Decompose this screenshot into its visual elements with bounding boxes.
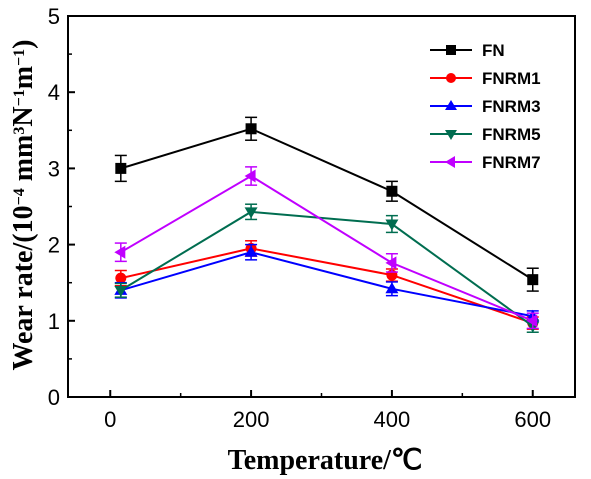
legend-item-fn: FN	[430, 41, 505, 60]
y-axis-title-part: m	[8, 66, 39, 89]
legend-label: FNRM7	[482, 153, 541, 172]
marker-square	[527, 274, 539, 286]
legend-item-fnrm5: FNRM5	[430, 125, 541, 144]
axes: 0 1 2 3 4 5 0 200 400 600	[48, 4, 576, 432]
y-tick-label: 0	[48, 385, 60, 410]
series-line	[120, 174, 534, 322]
y-tick-label: 4	[48, 80, 60, 105]
x-axis-title: Temperature/℃	[228, 445, 423, 476]
legend-item-fnrm1: FNRM1	[430, 69, 541, 88]
marker-triangle-down	[445, 130, 457, 140]
series-line	[120, 247, 534, 325]
marker-triangle-down	[385, 219, 399, 231]
series-fn	[114, 116, 539, 292]
y-axis-title-part: mm	[8, 135, 39, 189]
marker-triangle-down	[244, 207, 258, 219]
y-axis-title: Wear rate/(10−4 mm3N−1m−1)	[8, 39, 39, 370]
series-fnrm5	[114, 203, 540, 333]
series-fnrm3	[114, 243, 540, 323]
marker-square	[386, 185, 398, 197]
y-axis-title-part: N	[8, 106, 39, 126]
legend-label: FNRM5	[482, 125, 541, 144]
y-axis-title-superscript: −1	[11, 89, 28, 106]
series-line	[120, 127, 534, 281]
series-fnrm7	[114, 166, 539, 330]
legend: FN FNRM1 FNRM3 FNRM5 FNRM7	[430, 41, 541, 172]
x-tick-label: 200	[233, 407, 270, 432]
legend-label: FN	[482, 41, 505, 60]
x-tick-label: 0	[104, 407, 116, 432]
plot-area	[114, 116, 540, 333]
marker-square	[115, 162, 127, 174]
y-tick-label: 5	[48, 4, 60, 29]
marker-triangle-left	[244, 169, 256, 183]
series-line	[120, 210, 534, 327]
y-axis-title-part: )	[8, 39, 39, 48]
x-tick-label: 400	[374, 407, 411, 432]
marker-circle	[446, 73, 456, 83]
marker-triangle-left	[526, 314, 538, 328]
series-line	[120, 251, 533, 318]
y-axis-title-superscript: −4	[11, 188, 28, 205]
marker-triangle-up	[244, 245, 258, 257]
y-axis-title-part: Wear rate/(10	[8, 205, 39, 370]
legend-label: FNRM1	[482, 69, 541, 88]
legend-label: FNRM3	[482, 97, 541, 116]
marker-triangle-left	[114, 245, 126, 259]
marker-triangle-left	[445, 156, 455, 168]
x-tick-label: 600	[514, 407, 551, 432]
y-tick-label: 1	[48, 309, 60, 334]
y-tick-label: 3	[48, 156, 60, 181]
y-axis-title-superscript: −1	[11, 49, 28, 66]
marker-triangle-down	[114, 285, 128, 297]
marker-triangle-left	[385, 256, 397, 270]
legend-item-fnrm3: FNRM3	[430, 97, 541, 116]
legend-item-fnrm7: FNRM7	[430, 153, 541, 172]
marker-triangle-up	[445, 100, 457, 110]
marker-square	[446, 45, 456, 55]
marker-square	[245, 123, 257, 135]
marker-triangle-up	[385, 282, 399, 294]
y-tick-label: 2	[48, 233, 60, 258]
y-axis-title-superscript: 3	[11, 127, 28, 135]
marker-circle	[115, 272, 127, 284]
